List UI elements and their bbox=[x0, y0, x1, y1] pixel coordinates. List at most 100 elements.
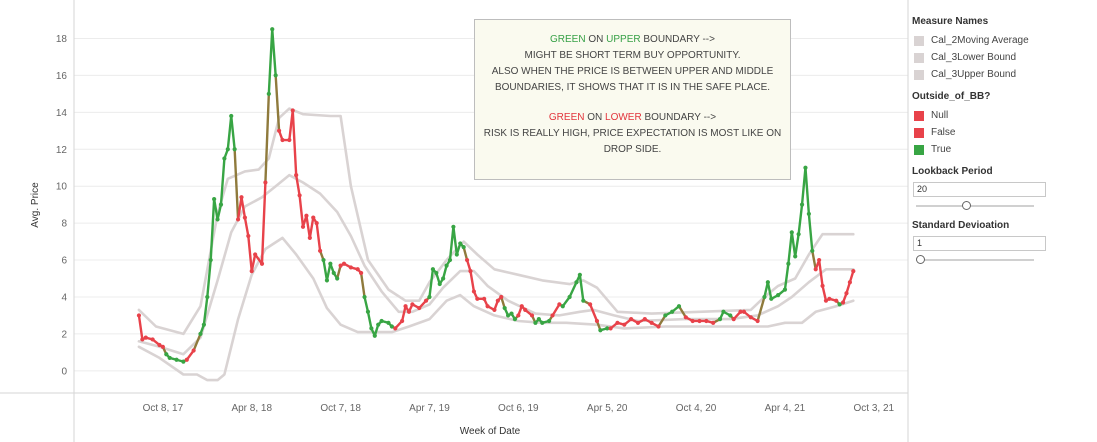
price-point bbox=[164, 352, 169, 357]
price-point bbox=[560, 304, 565, 309]
annotation-line-6: RISK IS REALLY HIGH, PRICE EXPECTATION I… bbox=[483, 128, 782, 139]
slider-thumb[interactable] bbox=[916, 255, 925, 264]
price-point bbox=[253, 252, 258, 257]
price-point bbox=[721, 309, 726, 314]
price-line-segment bbox=[308, 216, 315, 240]
x-tick-label: Oct 6, 19 bbox=[498, 403, 539, 414]
price-point bbox=[492, 307, 497, 313]
price-line-segment bbox=[821, 284, 828, 302]
price-point bbox=[581, 298, 586, 303]
lookback-period-input[interactable]: 20 bbox=[913, 182, 1046, 197]
price-point bbox=[294, 173, 299, 178]
price-point bbox=[588, 302, 593, 307]
price-point bbox=[533, 320, 538, 325]
param-title: Lookback Period bbox=[912, 166, 993, 177]
price-point bbox=[748, 315, 753, 320]
price-point bbox=[321, 257, 326, 263]
price-point bbox=[741, 309, 747, 314]
standard-deviation-slider[interactable] bbox=[916, 254, 1034, 266]
price-point bbox=[475, 296, 480, 301]
legend-item-moving-average[interactable]: Cal_2Moving Average bbox=[910, 32, 1090, 49]
price-point bbox=[738, 309, 743, 314]
price-point bbox=[851, 269, 856, 274]
price-point bbox=[461, 245, 466, 250]
price-point bbox=[376, 322, 381, 327]
price-line-segment bbox=[677, 305, 688, 319]
price-point bbox=[731, 317, 736, 322]
legend-item-lower-bound[interactable]: Cal_3Lower Bound bbox=[910, 49, 1090, 66]
lower-band-line bbox=[137, 236, 855, 382]
price-point bbox=[417, 305, 422, 311]
x-axis-title: Week of Date bbox=[460, 426, 521, 437]
price-point bbox=[311, 215, 316, 220]
slider-thumb[interactable] bbox=[962, 201, 972, 210]
price-line-segment bbox=[448, 225, 455, 262]
price-point bbox=[622, 322, 627, 327]
price-point bbox=[335, 276, 340, 281]
annotation-box: GREEN ON UPPER BOUNDARY --> MIGHT BE SHO… bbox=[474, 19, 791, 180]
price-point bbox=[471, 289, 477, 294]
price-point bbox=[201, 322, 206, 327]
legend-outside-bb: Outside_of_BB? Null False True bbox=[910, 91, 1090, 158]
price-point bbox=[225, 147, 230, 152]
lookback-period-slider[interactable] bbox=[916, 200, 1034, 212]
y-tick-label: 4 bbox=[61, 292, 67, 303]
annotation-line-7: DROP SIDE. bbox=[603, 144, 662, 155]
price-line-segment bbox=[452, 225, 459, 256]
x-tick-label: Oct 7, 18 bbox=[320, 403, 361, 414]
legend-item-upper-bound[interactable]: Cal_3Upper Bound bbox=[910, 66, 1090, 83]
annotation-line-5: GREEN ON LOWER BOUNDARY --> bbox=[548, 112, 717, 123]
price-point bbox=[755, 318, 760, 324]
price-point bbox=[567, 294, 572, 300]
price-point bbox=[796, 232, 801, 237]
price-line-segment bbox=[811, 249, 817, 271]
price-line-segment bbox=[366, 310, 373, 330]
price-point bbox=[229, 113, 234, 119]
legend-item-true[interactable]: True bbox=[910, 141, 1090, 158]
price-point bbox=[276, 128, 282, 133]
price-line-segment bbox=[794, 232, 800, 258]
price-point bbox=[160, 344, 165, 349]
price-line-segment bbox=[797, 203, 804, 236]
price-point bbox=[676, 304, 682, 309]
legend-item-null[interactable]: Null bbox=[910, 107, 1090, 124]
price-line-segment bbox=[787, 231, 793, 265]
price-point bbox=[451, 224, 456, 229]
price-line-segment bbox=[271, 28, 277, 77]
price-point bbox=[485, 304, 490, 309]
annotation-line-4: BOUNDARIES, IT SHOWS THAT IT IS IN THE S… bbox=[494, 82, 771, 93]
price-line-segment bbox=[209, 197, 216, 262]
price-point bbox=[823, 298, 829, 303]
price-point bbox=[304, 213, 309, 218]
price-line-segment bbox=[219, 157, 226, 206]
price-point bbox=[728, 313, 733, 318]
legend-swatch bbox=[914, 69, 924, 80]
price-point bbox=[540, 320, 545, 325]
price-point bbox=[806, 211, 811, 216]
price-line-segment bbox=[240, 196, 247, 219]
price-point bbox=[458, 241, 463, 246]
price-point bbox=[505, 313, 511, 318]
param-lookback-period: Lookback Period 20 bbox=[910, 166, 1090, 212]
price-point bbox=[400, 318, 405, 324]
price-point bbox=[793, 254, 798, 259]
slider-track bbox=[916, 259, 1034, 261]
price-series bbox=[136, 27, 856, 364]
price-line-segment bbox=[363, 295, 370, 313]
price-point bbox=[280, 137, 285, 143]
standard-deviation-input[interactable]: 1 bbox=[913, 236, 1046, 251]
slider-track bbox=[916, 205, 1034, 207]
price-line-segment bbox=[233, 148, 240, 221]
price-point bbox=[212, 197, 217, 202]
price-line-segment bbox=[212, 197, 219, 221]
price-point bbox=[249, 269, 254, 274]
price-line-segment bbox=[243, 216, 250, 238]
price-line-segment bbox=[206, 258, 212, 299]
price-line-segment bbox=[264, 92, 271, 184]
price-point bbox=[512, 317, 518, 322]
legend-item-false[interactable]: False bbox=[910, 124, 1090, 141]
price-line-segment bbox=[469, 269, 476, 293]
price-point bbox=[270, 27, 275, 32]
price-point bbox=[297, 193, 302, 198]
price-line-segment bbox=[291, 109, 298, 177]
